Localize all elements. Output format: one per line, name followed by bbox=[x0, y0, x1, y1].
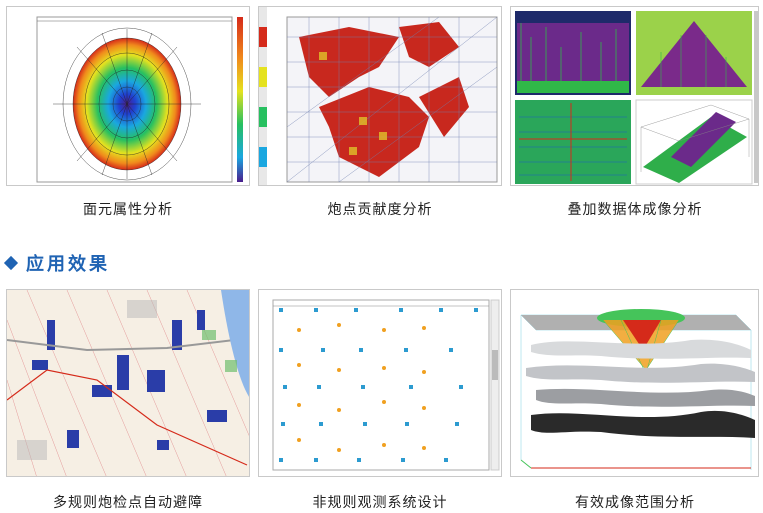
caption-imaging-range: 有效成像范围分析 bbox=[575, 495, 695, 511]
panel-auto-obstacle-avoid bbox=[6, 289, 250, 477]
caption-shot-contribution: 炮点贡献度分析 bbox=[327, 202, 433, 218]
caption-stack-imaging: 叠加数据体成像分析 bbox=[567, 202, 703, 218]
obstacle-avoidance-map bbox=[7, 290, 249, 476]
bin-attribute-plot bbox=[36, 16, 243, 183]
section-header: 应用效果 bbox=[3, 250, 110, 276]
panel-shot-contribution bbox=[258, 6, 502, 186]
imaging-range-3d bbox=[520, 309, 755, 470]
panel-bin-attribute bbox=[6, 6, 250, 186]
caption-bin-attribute: 面元属性分析 bbox=[83, 202, 173, 218]
stack-imaging-views bbox=[515, 11, 758, 185]
panel-stack-imaging bbox=[510, 6, 759, 186]
panel-imaging-range bbox=[510, 289, 759, 477]
shot-contribution-map bbox=[259, 7, 498, 185]
caption-irregular-geometry: 非规则观测系统设计 bbox=[312, 495, 448, 511]
section-title: 应用效果 bbox=[26, 254, 110, 275]
irregular-geometry-layout bbox=[272, 299, 500, 471]
caption-auto-obstacle-avoid: 多规则炮检点自动避障 bbox=[53, 495, 203, 511]
panel-irregular-geometry bbox=[258, 289, 502, 477]
diamond-icon bbox=[3, 255, 19, 271]
